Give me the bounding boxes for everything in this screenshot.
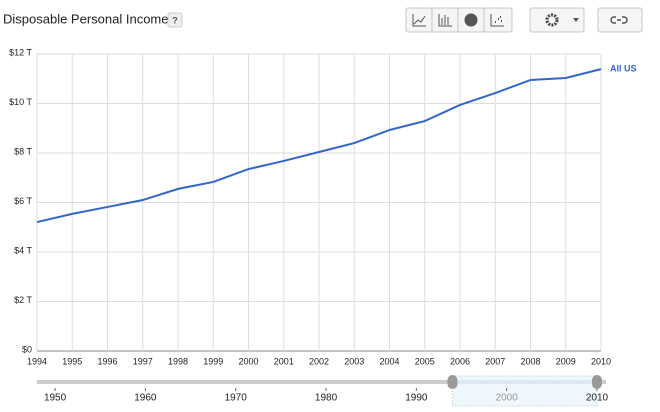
gear-icon <box>545 13 559 27</box>
timeline-label: 1960 <box>134 393 157 404</box>
line-chart-button[interactable] <box>405 7 433 33</box>
x-tick-label: 2005 <box>415 356 435 366</box>
series-label: All US <box>610 63 637 73</box>
x-tick-label: 2004 <box>379 356 399 366</box>
series-line <box>36 68 602 224</box>
chart-title: Disposable Personal Income <box>3 11 168 26</box>
timeline-label: 1970 <box>225 393 248 404</box>
x-tick-label: 2008 <box>520 356 540 366</box>
scatter-dots <box>495 16 502 23</box>
help-button[interactable] <box>167 12 183 28</box>
timeline-label: 2010 <box>586 393 609 404</box>
x-tick-label: 1997 <box>133 356 153 366</box>
x-tick-label: 1994 <box>27 356 47 366</box>
dropdown-arrow <box>573 18 579 22</box>
y-tick-label: $0 <box>22 344 32 354</box>
x-tick-label: 1995 <box>62 356 82 366</box>
chart-type-toolbar <box>405 7 513 33</box>
x-tick-label: 2010 <box>591 356 611 366</box>
scatter-axes <box>490 14 504 27</box>
link-icon <box>610 16 628 24</box>
x-tick-label: 1999 <box>203 356 223 366</box>
timeline-label: 2000 <box>496 393 519 404</box>
x-tick-label: 1998 <box>168 356 188 366</box>
timeline-handle[interactable] <box>591 375 602 389</box>
x-tick-label: 2001 <box>274 356 294 366</box>
y-tick-label: $4 T <box>14 245 32 255</box>
help-label[interactable]: ? <box>172 15 178 25</box>
x-tick-label: 2009 <box>556 356 576 366</box>
timeline-label: 1980 <box>315 393 338 404</box>
x-tick-label: 2002 <box>309 356 329 366</box>
line-icon <box>412 14 426 27</box>
y-tick-label: $8 T <box>14 146 32 156</box>
bar-icon <box>438 14 452 27</box>
timeline-label: 1950 <box>44 393 67 404</box>
x-tick-label: 2000 <box>238 356 258 366</box>
timeline-handle[interactable] <box>447 375 458 389</box>
y-tick-label: $2 T <box>14 295 32 305</box>
globe-icon <box>464 13 478 27</box>
x-tick-label: 2007 <box>485 356 505 366</box>
x-tick-label: 2006 <box>450 356 470 366</box>
x-tick-label: 1996 <box>97 356 117 366</box>
y-tick-label: $6 T <box>14 196 32 206</box>
timeline-label: 1990 <box>405 393 428 404</box>
y-tick-label: $12 T <box>9 47 32 57</box>
x-tick-label: 2003 <box>344 356 364 366</box>
y-tick-label: $10 T <box>9 97 32 107</box>
